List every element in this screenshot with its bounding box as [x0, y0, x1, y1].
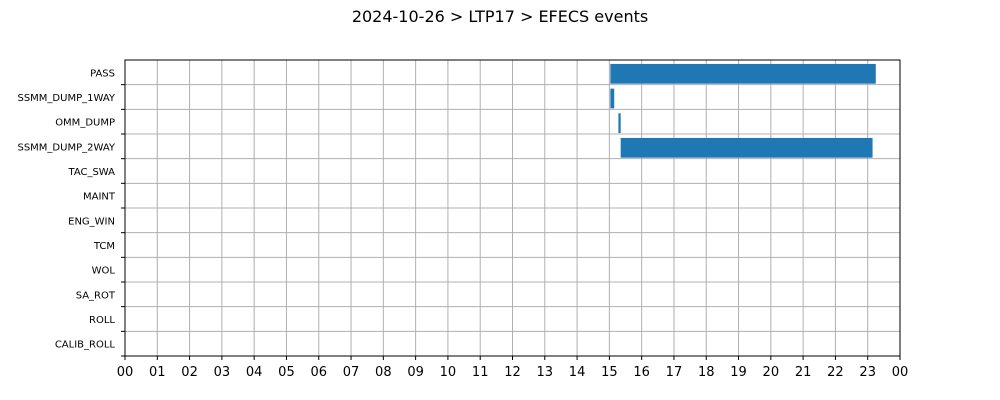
event-bar-ssmm-dump-1way — [610, 88, 615, 109]
y-tick-label: PASS — [90, 68, 115, 79]
y-tick-label: CALIB_ROLL — [55, 340, 116, 351]
chart-title: 2024-10-26 > LTP17 > EFECS events — [352, 7, 648, 26]
x-tick-label: 04 — [246, 365, 263, 380]
y-tick-label: ENG_WIN — [68, 216, 115, 227]
x-tick-label: 00 — [892, 365, 909, 380]
y-tick-label: SSMM_DUMP_1WAY — [17, 93, 115, 104]
x-tick-label: 21 — [795, 365, 812, 380]
y-tick-label: TAC_SWA — [67, 167, 115, 178]
x-tick-label: 17 — [666, 365, 683, 380]
x-tick-label: 10 — [440, 365, 457, 380]
x-tick-label: 13 — [537, 365, 554, 380]
bars — [610, 63, 876, 158]
grid — [124, 60, 901, 356]
x-tick-label: 03 — [214, 365, 231, 380]
y-tick-label: MAINT — [83, 192, 116, 203]
y-tick-label: SA_ROT — [76, 290, 116, 301]
x-tick-label: 08 — [375, 365, 392, 380]
x-tick-label: 07 — [343, 365, 360, 380]
x-tick-label: 11 — [472, 365, 489, 380]
y-tick-label: ROLL — [89, 315, 115, 326]
x-axis-labels: 00 01 02 03 04 05 06 07 08 09 10 11 12 13 14 15 16 17 18 19… — [117, 356, 909, 380]
x-tick-label: 14 — [569, 365, 586, 380]
event-bar-pass — [610, 63, 876, 84]
x-tick-label: 15 — [601, 365, 618, 380]
x-tick-label: 22 — [827, 365, 844, 380]
x-tick-label: 06 — [310, 365, 327, 380]
y-tick-label: OMM_DUMP — [55, 118, 115, 129]
event-bar-omm-dump — [618, 113, 621, 134]
x-tick-label: 02 — [181, 365, 198, 380]
y-tick-label: SSMM_DUMP_2WAY — [17, 142, 115, 153]
x-tick-label: 09 — [407, 365, 424, 380]
y-axis-labels: PASS SSMM_DUMP_1WAY OMM_DUMP SSMM_DUMP_2WAY… — [17, 68, 125, 357]
x-tick-label: 12 — [504, 365, 521, 380]
y-tick-label: WOL — [92, 266, 116, 277]
x-tick-label: 23 — [859, 365, 876, 380]
x-tick-label: 20 — [763, 365, 780, 380]
event-bar-ssmm-dump-2way — [620, 137, 873, 158]
plot-frame — [124, 59, 901, 357]
x-tick-label: 16 — [633, 365, 650, 380]
x-tick-label: 05 — [278, 365, 295, 380]
x-tick-label: 19 — [730, 365, 747, 380]
x-tick-label: 18 — [698, 365, 715, 380]
x-tick-label: 01 — [149, 365, 166, 380]
y-tick-label: TCM — [93, 241, 115, 252]
x-tick-label: 00 — [117, 365, 134, 380]
